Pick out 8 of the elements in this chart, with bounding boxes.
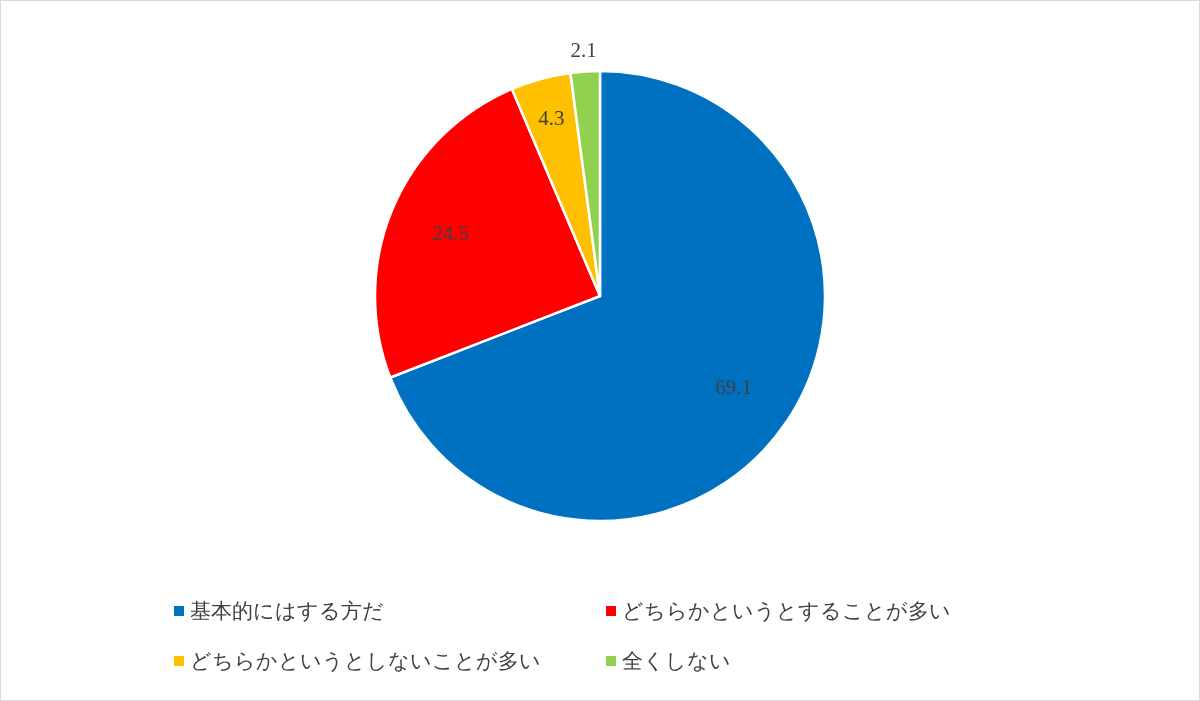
legend-label: どちらかというとしないことが多い — [190, 649, 541, 673]
data-label: 24.5 — [432, 221, 470, 246]
legend-label: 全くしない — [622, 649, 731, 673]
legend-label: どちらかというとすることが多い — [622, 599, 951, 623]
data-label: 4.3 — [538, 106, 565, 131]
data-label: 69.1 — [715, 375, 753, 400]
legend-label: 基本的にはする方だ — [190, 599, 384, 623]
data-label: 2.1 — [570, 37, 597, 62]
